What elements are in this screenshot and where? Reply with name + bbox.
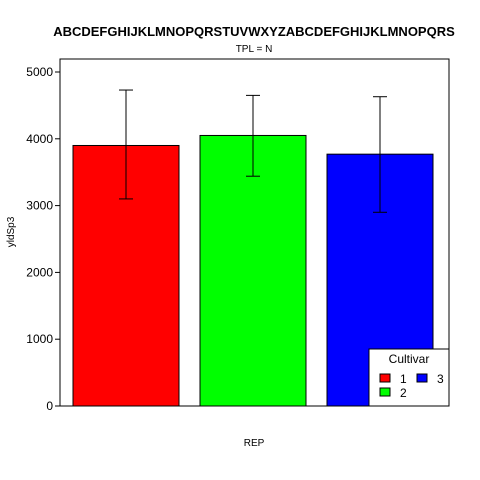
legend-label-1: 1: [400, 372, 407, 386]
y-tick-label-4000: 4000: [26, 132, 53, 146]
y-tick-label-5000: 5000: [26, 65, 53, 79]
legend-title: Cultivar: [389, 352, 430, 366]
y-axis-label: yldSp3: [6, 216, 17, 247]
legend: Cultivar 12 3: [368, 348, 450, 407]
legend-swatch-1: [379, 373, 391, 383]
y-tick-label-2000: 2000: [26, 265, 53, 279]
chart-title: ABCDEFGHIJKLMNOPQRSTUVWXYZABCDEFGHIJKLMN…: [53, 24, 455, 39]
y-tick-label-3000: 3000: [26, 199, 53, 213]
plot-frame: [59, 58, 450, 407]
legend-label-3: 3: [437, 372, 444, 386]
bar-2: [199, 134, 307, 407]
legend-swatch-3: [416, 373, 428, 383]
chart-subtitle: TPL = N: [236, 44, 273, 55]
legend-swatch-2: [379, 387, 391, 397]
x-axis-label: REP: [244, 438, 265, 449]
y-tick-label-0: 0: [46, 399, 53, 413]
y-axis: 0 1000 2000 3000 4000 5000: [26, 65, 60, 413]
y-tick-label-1000: 1000: [26, 332, 53, 346]
error-bars-layer: [119, 89, 387, 213]
legend-label-2: 2: [400, 386, 407, 400]
